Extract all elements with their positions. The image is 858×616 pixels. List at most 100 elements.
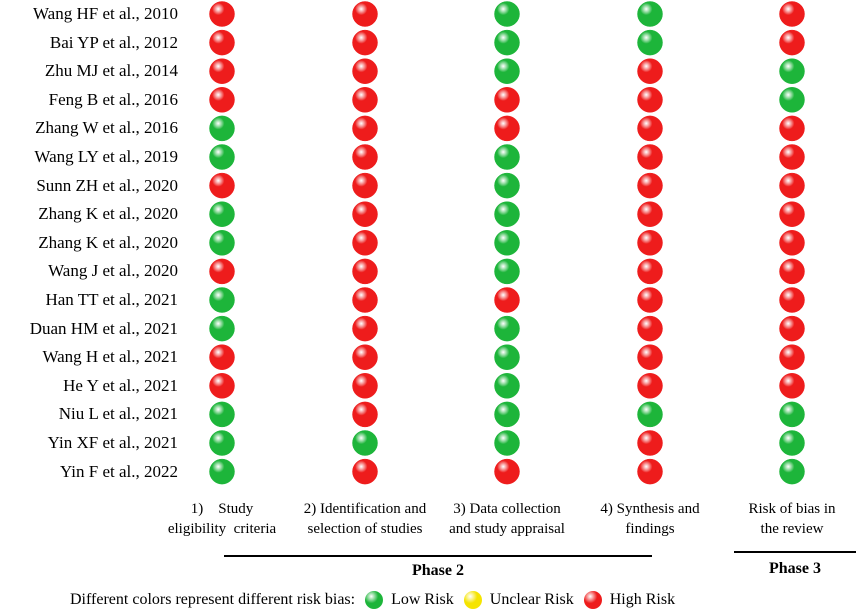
rating-dot <box>352 315 378 342</box>
rating-dot <box>352 58 378 84</box>
rating-dot <box>209 201 235 227</box>
rating-dot <box>779 401 805 428</box>
study-label: Yin XF et al., 2021 <box>47 433 178 452</box>
rating-dot <box>209 58 235 84</box>
rating-dot <box>352 287 378 313</box>
column-label: 1) Study eligibility criteria <box>147 499 297 539</box>
rating-dot <box>779 1 805 27</box>
column-label-line: 3) Data collection <box>453 501 561 517</box>
rating-dot <box>494 29 520 56</box>
study-label: Zhang W et al., 2016 <box>35 118 178 138</box>
legend: Different colors represent different ris… <box>70 591 675 609</box>
column-label-line: 4) Synthesis and <box>600 501 700 517</box>
rating-dot <box>209 258 235 285</box>
rating-dot <box>779 144 805 170</box>
column-label-line: the review <box>760 521 824 537</box>
rating-dot <box>494 287 520 313</box>
rating-dot <box>209 401 235 428</box>
study-label: Niu L et al., 2021 <box>58 404 178 424</box>
rating-dot <box>637 430 663 456</box>
study-label: Han TT et al., 2021 <box>45 290 178 309</box>
rating-dot <box>209 344 235 370</box>
legend-dot-high <box>583 591 602 609</box>
study-label: Zhang K et al., 2020 <box>38 204 178 224</box>
rating-dot <box>637 344 663 370</box>
study-label: Wang H et al., 2021 <box>42 347 178 367</box>
rating-dot <box>352 115 378 142</box>
study-label: Bai YP et al., 2012 <box>49 32 178 52</box>
column-label-line: and study appraisal <box>449 521 565 537</box>
rating-dot <box>352 144 378 170</box>
rating-dot <box>209 87 235 113</box>
legend-item-low: Low Risk <box>365 591 454 609</box>
rating-dot <box>209 172 235 199</box>
rating-dot <box>637 230 663 256</box>
rating-dot <box>779 287 805 313</box>
rating-dot <box>352 29 378 56</box>
rating-dot <box>494 201 520 227</box>
rating-dot <box>637 458 663 485</box>
rating-dot <box>779 430 805 456</box>
legend-label-unclear: Unclear Risk <box>489 591 574 608</box>
study-label: Sunn ZH et al., 2020 <box>36 175 178 195</box>
rating-dot <box>779 258 805 285</box>
rating-dot <box>209 458 235 485</box>
rating-dot <box>352 172 378 199</box>
legend-item-unclear: Unclear Risk <box>463 591 574 609</box>
rating-dot <box>637 201 663 227</box>
rating-dot <box>779 315 805 342</box>
rating-dot <box>494 58 520 84</box>
rating-dot <box>637 144 663 170</box>
legend-item-high: High Risk <box>583 591 676 609</box>
rating-dot <box>352 230 378 256</box>
rating-dot <box>352 458 378 485</box>
rating-dot <box>352 258 378 285</box>
rating-dot <box>779 373 805 399</box>
study-label: Zhu MJ et al., 2014 <box>44 61 178 81</box>
legend-intro: Different colors represent different ris… <box>70 591 356 608</box>
rating-dot <box>209 29 235 56</box>
rating-dot <box>494 172 520 199</box>
column-label: 4) Synthesis and findings <box>575 499 725 539</box>
rating-dot <box>637 373 663 399</box>
rating-dot <box>779 458 805 485</box>
rating-dot <box>352 373 378 399</box>
rating-dot <box>352 1 378 27</box>
column-label-line: findings <box>625 521 675 537</box>
rating-dot <box>494 87 520 113</box>
study-label: Wang LY et al., 2019 <box>34 147 178 166</box>
rating-dot <box>779 230 805 256</box>
study-label: He Y et al., 2021 <box>63 375 178 395</box>
rating-dot <box>352 344 378 370</box>
rating-dot <box>779 58 805 84</box>
rating-dot <box>352 430 378 456</box>
rating-dot <box>494 430 520 456</box>
rating-dot <box>352 201 378 227</box>
rating-dot <box>637 58 663 84</box>
legend-dot-low <box>365 591 384 609</box>
column-label: 3) Data collection and study appraisal <box>432 499 582 539</box>
study-label: Yin F et al., 2022 <box>59 461 178 481</box>
study-label: Wang J et al., 2020 <box>48 261 178 281</box>
legend-dot-unclear <box>463 591 482 609</box>
legend-label-high: High Risk <box>609 591 676 608</box>
rating-dot <box>209 230 235 256</box>
rating-dot <box>352 401 378 428</box>
phase-2-line <box>224 555 652 557</box>
rating-dot <box>209 373 235 399</box>
rating-dot <box>779 201 805 227</box>
rating-dot <box>494 373 520 399</box>
rating-dot <box>209 1 235 27</box>
rating-dot <box>637 315 663 342</box>
rating-dot <box>779 344 805 370</box>
rating-dot <box>494 401 520 428</box>
rating-dot <box>494 258 520 285</box>
study-label: Duan HM et al., 2021 <box>29 318 178 338</box>
rating-dot <box>209 430 235 456</box>
rating-dot <box>637 115 663 142</box>
phase-3-line <box>734 551 856 553</box>
phase-3-label: Phase 3 <box>769 560 821 577</box>
rating-dot <box>779 29 805 56</box>
rating-dot <box>779 87 805 113</box>
